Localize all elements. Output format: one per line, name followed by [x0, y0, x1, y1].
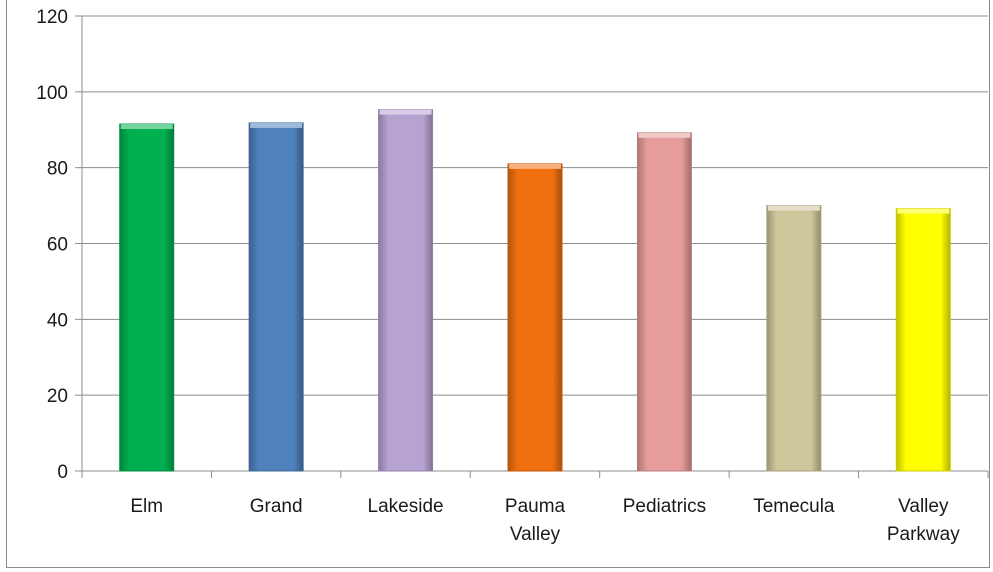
bars: [119, 109, 951, 472]
y-tick-label: 120: [36, 7, 68, 28]
y-tick-label: 80: [47, 159, 68, 180]
x-tick-label: Parkway: [887, 524, 960, 545]
bar-cap: [638, 132, 691, 138]
y-tick-label: 0: [57, 462, 68, 483]
bar: [378, 109, 434, 472]
bar-cap: [379, 109, 432, 115]
bar-cap: [767, 205, 820, 211]
x-tick-label: Temecula: [753, 496, 835, 517]
x-tick-label: Lakeside: [368, 496, 444, 517]
x-tick-label: Pauma: [505, 496, 566, 517]
bar: [636, 132, 692, 472]
bar-cap: [897, 208, 950, 214]
bar-cap: [509, 163, 561, 169]
bar-cap: [250, 122, 303, 128]
labels: 0 20 40 60 80 100 120 Elm Grand Lakeside Pauma Vall…: [36, 7, 960, 545]
bar: [895, 208, 951, 472]
y-tick-label: 60: [47, 235, 68, 256]
y-tick-label: 20: [47, 386, 68, 407]
bar-cap: [120, 124, 173, 130]
bar: [119, 123, 175, 472]
x-tick-label: Elm: [130, 496, 163, 517]
y-tick-label: 40: [47, 310, 68, 331]
x-tick-label: Pediatrics: [623, 496, 706, 517]
bar: [248, 122, 304, 472]
bar: [766, 205, 822, 472]
x-tick-label: Valley: [510, 524, 561, 545]
y-tick-label: 100: [36, 83, 68, 104]
bar: [507, 163, 563, 472]
x-tick-label: Grand: [250, 496, 303, 517]
x-tick-label: Valley: [898, 496, 949, 517]
